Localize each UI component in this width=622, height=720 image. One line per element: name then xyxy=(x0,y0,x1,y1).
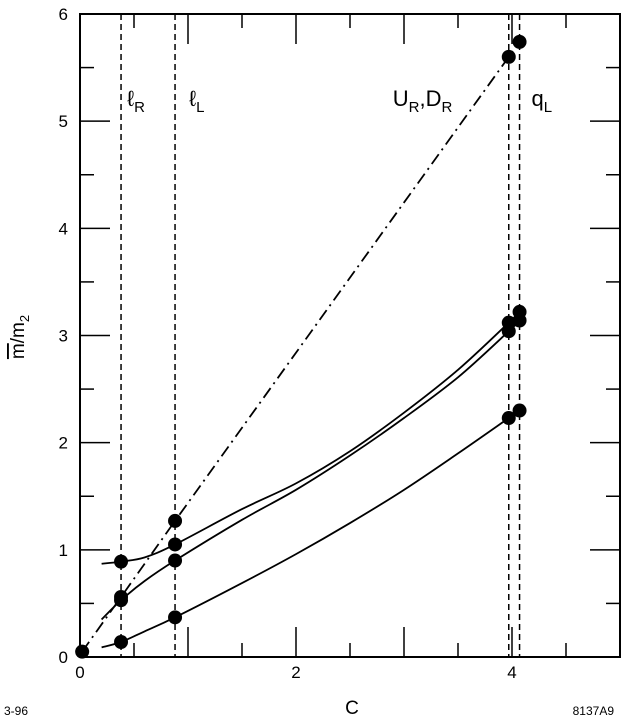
y-axis-title: m/m2 xyxy=(8,315,32,359)
series-line-4 xyxy=(81,41,521,653)
data-point xyxy=(512,34,527,49)
footer-left-label: 3-96 xyxy=(4,704,29,718)
data-point xyxy=(114,554,129,569)
axis-ticks: 0 1 2 3 4 5 6 0 2 4 xyxy=(59,5,621,682)
data-point xyxy=(512,313,527,328)
series-line-3 xyxy=(101,409,521,649)
y-tick-label: 2 xyxy=(59,434,68,453)
data-point xyxy=(501,49,516,64)
y-tick-label: 3 xyxy=(59,327,68,346)
data-point xyxy=(114,634,129,649)
y-tick-label: 1 xyxy=(59,541,68,560)
data-point xyxy=(512,403,527,418)
y-tick-label: 0 xyxy=(59,648,68,667)
y-tick-label: 5 xyxy=(59,112,68,131)
x-tick-label: 4 xyxy=(507,663,516,682)
series-line-1 xyxy=(101,311,521,565)
data-point xyxy=(75,644,90,659)
data-point xyxy=(168,513,183,528)
vertical-line-label: UR,DR xyxy=(393,86,453,116)
y-axis-title-denominator: m xyxy=(8,322,29,338)
data-point xyxy=(168,537,183,552)
data-point xyxy=(114,589,129,604)
y-tick-label: 6 xyxy=(59,5,68,24)
data-point xyxy=(168,610,183,625)
data-point xyxy=(501,324,516,339)
x-tick-label: 2 xyxy=(291,663,300,682)
vertical-line-label: ℓR xyxy=(127,86,145,116)
footer-right-label: 8137A9 xyxy=(572,704,614,718)
plot-frame xyxy=(79,13,621,658)
vertical-line-label: qL xyxy=(532,86,553,116)
svg-text:m/m2: m/m2 xyxy=(8,315,32,359)
y-axis-title-numerator: m xyxy=(8,343,29,359)
vertical-line-label: ℓL xyxy=(189,86,204,116)
x-axis-title: C xyxy=(345,698,359,719)
x-tick-label: 0 xyxy=(75,663,84,682)
y-axis-title-subscript: 2 xyxy=(17,315,32,322)
series-line-2 xyxy=(100,319,521,621)
vertical-reference-lines: ℓR ℓL UR,DR qL xyxy=(120,14,553,657)
y-tick-label: 4 xyxy=(59,219,68,238)
data-series xyxy=(75,34,527,659)
data-point xyxy=(501,411,516,426)
data-point xyxy=(168,553,183,568)
